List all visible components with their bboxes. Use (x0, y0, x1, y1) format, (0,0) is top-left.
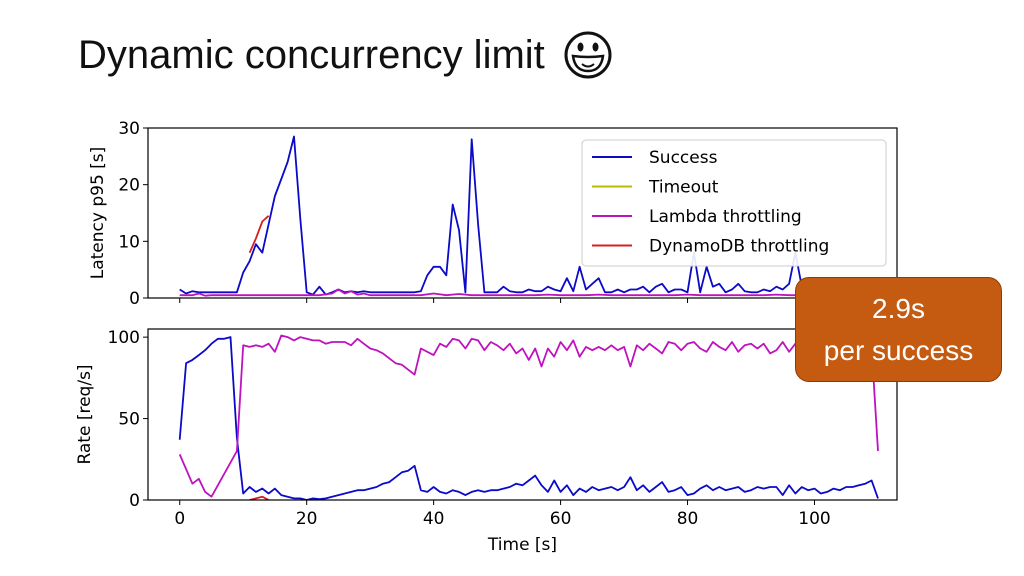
rate-axes-frame (147, 328, 898, 501)
legend-label: DynamoDB throttling (649, 237, 829, 257)
latency-axes-frame (147, 127, 898, 299)
slide-title: Dynamic concurrency limit (78, 30, 613, 80)
latency-panel: 0 10 20 30 Latency p95 [s] Success Timeout Lamb… (88, 119, 898, 309)
latency-series-success (179, 135, 816, 296)
rate-series-lambda-throttling (178, 334, 879, 498)
smiley-icon (564, 31, 612, 79)
rate-xtick-label: 0 (174, 509, 185, 529)
per-success-callout: 2.9s per success (795, 277, 1002, 382)
latency-ytick-label: 30 (118, 119, 140, 139)
callout-value: 2.9s (872, 293, 925, 324)
legend-label: Lambda throttling (649, 207, 802, 227)
latency-ytick-label: 20 (118, 176, 140, 196)
legend-box (581, 139, 887, 267)
rate-series-success (178, 336, 879, 500)
rate-xtick-label: 20 (296, 509, 318, 529)
rate-ytick-label: 100 (108, 328, 140, 348)
rate-ylabel: Rate [req/s] (75, 364, 95, 464)
callout-unit: per success (823, 335, 974, 366)
rate-xtick-label: 100 (798, 509, 830, 529)
rate-ytick-label: 50 (118, 410, 140, 430)
rate-xtick-label: 80 (677, 509, 699, 529)
rate-xlabel: Time [s] (487, 535, 557, 555)
latency-series-lambda-throttling (179, 288, 815, 297)
latency-ylabel: Latency p95 [s] (88, 147, 108, 280)
latency-series-dynamodb-throttling (248, 215, 270, 254)
legend-label: Success (649, 148, 718, 168)
rate-ytick-label: 0 (129, 491, 140, 511)
latency-ytick-label: 10 (118, 232, 140, 252)
slide-title-text: Dynamic concurrency limit (78, 32, 545, 77)
rate-xtick-label: 40 (423, 509, 445, 529)
latency-ytick-label: 0 (129, 289, 140, 309)
rate-panel: 0 50 100 0 20 40 60 80 100 Rate [req/s] Time [s] (75, 328, 898, 555)
rate-xtick-label: 60 (550, 509, 572, 529)
rate-series-dynamodb-throttling (249, 495, 270, 500)
legend-label: Timeout (648, 178, 719, 198)
